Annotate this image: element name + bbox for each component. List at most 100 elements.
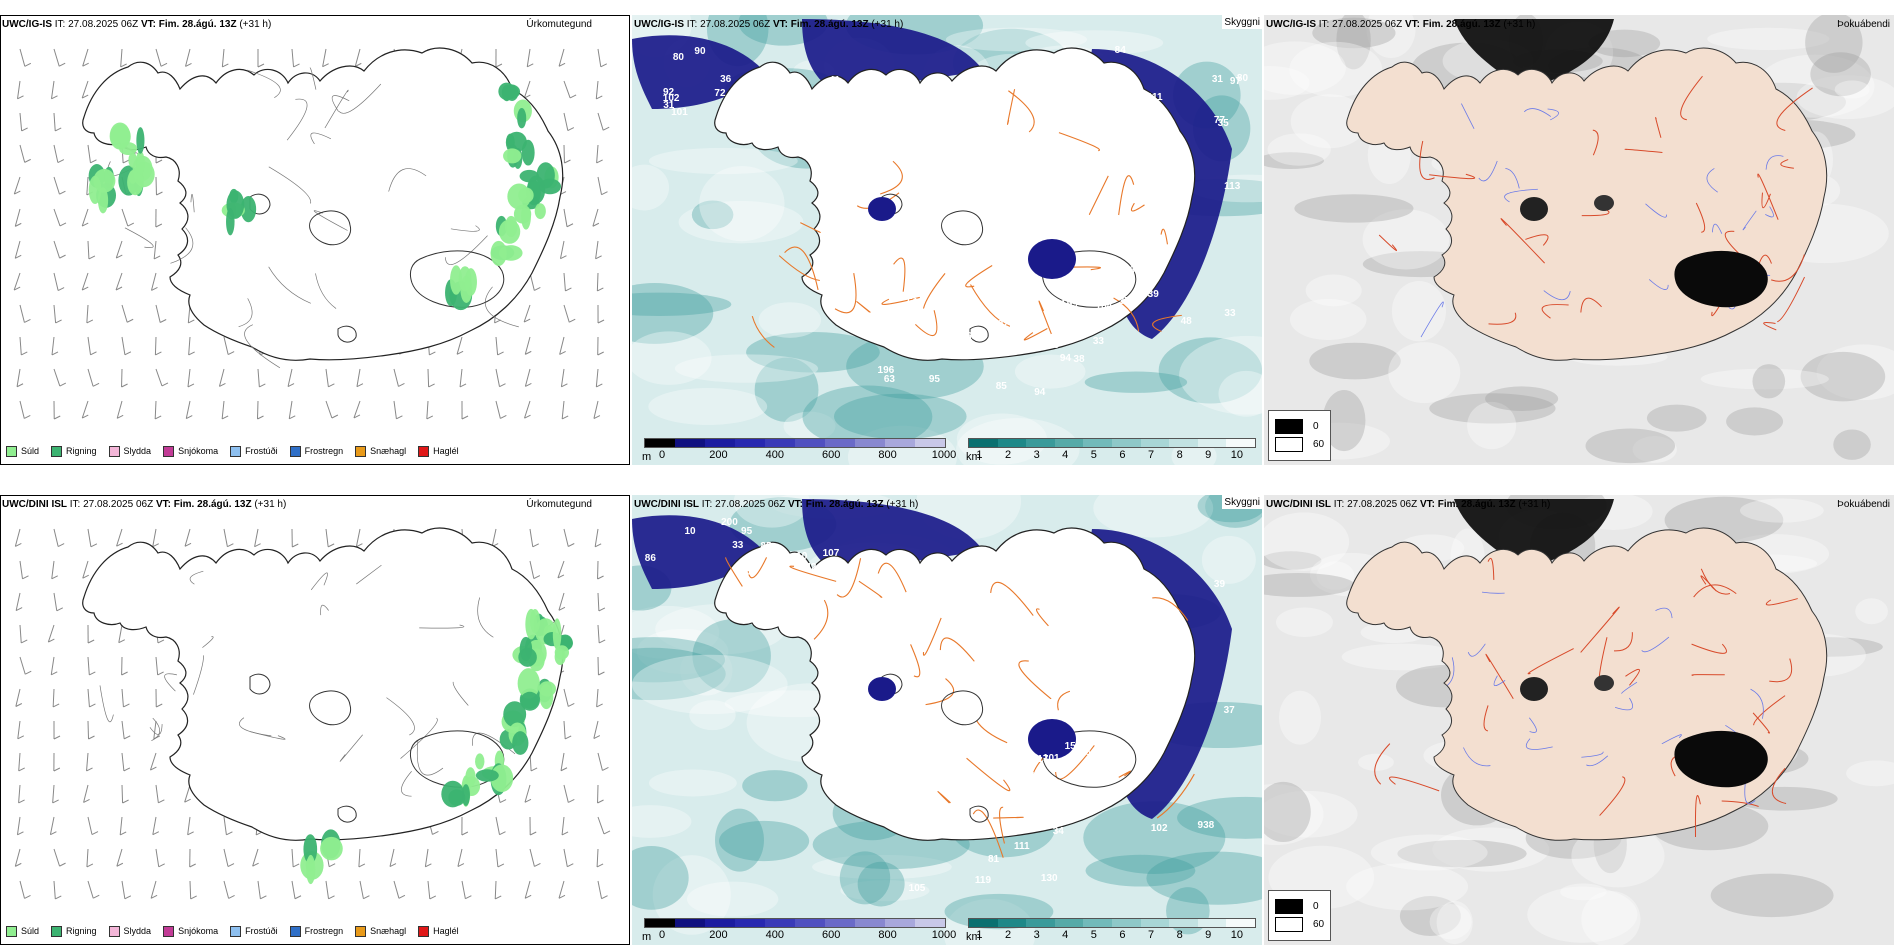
legend-label: Slydda: [123, 446, 152, 456]
visibility-value: 45: [1077, 306, 1089, 318]
tick-label: 1000: [931, 929, 957, 941]
panel-header: UWC/DINI ISL IT: 27.08.2025 06Z VT: Fim.…: [2, 499, 287, 510]
visibility-value: 101: [671, 106, 688, 118]
tick-label: 600: [822, 929, 841, 941]
visibility-value: 101: [1042, 753, 1060, 765]
visibility-value: 44: [1029, 818, 1041, 830]
colorbar-step: [1054, 919, 1084, 927]
ice-cap-outline: [969, 325, 989, 343]
tick-label: 6: [1119, 929, 1126, 941]
visibility-value: 36: [720, 73, 732, 85]
tick-label: 5: [1090, 929, 1097, 941]
visibility-value: 143: [1023, 704, 1041, 716]
tick-label: 10: [1230, 929, 1243, 941]
visibility-value: 10: [796, 550, 808, 562]
precip-map: [0, 15, 630, 465]
visibility-value: 77: [1213, 115, 1225, 127]
legend-label: Snjókoma: [178, 926, 219, 936]
legend-swatch: [51, 445, 63, 457]
tick-label: 4: [1062, 929, 1069, 941]
fog-legend-swatch: [1275, 899, 1303, 914]
visibility-panel-row1: UWC/IG-IS IT: 27.08.2025 06Z VT: Fim. 28…: [632, 15, 1262, 465]
visibility-value: 85: [995, 381, 1007, 393]
colorbar-step: [915, 919, 945, 927]
tick-label: 200: [709, 449, 728, 461]
visibility-value: 31: [1211, 74, 1223, 86]
precip-legend: Súld Rigning Slydda Snjókoma Frostúði Frostre…: [0, 917, 626, 945]
visibility-value: 110: [1086, 653, 1104, 665]
colorbar-step: [735, 919, 765, 927]
legend-item: Frostúði: [230, 925, 278, 937]
vis_bar-ticks: 1 2 3 4 5 6 7 8 9 10: [968, 929, 1254, 943]
fog-map: [1264, 15, 1894, 465]
visibility-value: 160: [1092, 294, 1110, 306]
tick-label: 800: [878, 929, 897, 941]
tick-label: 9: [1205, 929, 1212, 941]
visibility-value: 111: [1146, 92, 1163, 104]
vis_bar-unit: km: [966, 451, 981, 463]
tick-label: 1: [976, 929, 983, 941]
visibility-value: 61: [1054, 299, 1067, 310]
visibility-value: 48: [1146, 739, 1158, 751]
visibility-value: 117: [1032, 754, 1049, 766]
fog-legend-label: 0: [1313, 901, 1319, 912]
legend-swatch: [108, 925, 120, 937]
visibility-value: 11: [992, 328, 1004, 340]
visibility-value: 103: [1097, 749, 1115, 761]
fog-legend-label: 60: [1313, 919, 1325, 930]
tick-label: 0: [658, 929, 666, 941]
low-vis-inland: [868, 677, 896, 701]
legend-label: Snæhagl: [370, 926, 407, 936]
fog-legend-label: 0: [1313, 421, 1319, 432]
legend-item: Súld: [6, 925, 39, 937]
colorbar-step: [645, 919, 675, 927]
visibility-value: 34: [1052, 826, 1064, 837]
visibility-value: 90: [694, 45, 706, 57]
fog-legend-label: 60: [1313, 439, 1325, 450]
colorbar-step: [1197, 439, 1227, 447]
fog-panel-row1: UWC/IG-IS IT: 27.08.2025 06Z VT: Fim. 28…: [1264, 15, 1894, 465]
visibility-value: 39: [1147, 288, 1159, 300]
tick-label: 400: [765, 449, 784, 461]
visibility-value: 131: [1096, 109, 1113, 121]
tick-label: 8: [1176, 929, 1183, 941]
colorbar-step: [915, 439, 945, 447]
visibility-value: 195: [779, 80, 796, 92]
colorbar-step: [1054, 439, 1084, 447]
legend-swatch: [163, 445, 175, 457]
legend-item: Snjókoma: [163, 925, 219, 937]
fog-inland: [1594, 675, 1614, 691]
ice-cap-outline: [309, 210, 352, 246]
colorbar-step: [705, 919, 735, 927]
colorbar-step: [765, 439, 795, 447]
panel-header: UWC/IG-IS IT: 27.08.2025 06Z VT: Fim. 28…: [2, 19, 272, 30]
colorbar-step: [1026, 919, 1055, 927]
colorbar-step: [675, 439, 705, 447]
visibility-value: 30: [1086, 661, 1098, 673]
colorbar-step: [885, 919, 915, 927]
legend-item: Snæhagl: [355, 445, 406, 457]
visibility-value: 31: [663, 100, 675, 112]
panel-header: UWC/DINI ISL IT: 27.08.2025 06Z VT: Fim.…: [1266, 499, 1551, 510]
visibility-value: 85: [760, 540, 772, 552]
legend-label: Snjókoma: [178, 446, 219, 456]
legend-label: Súld: [21, 446, 40, 456]
visibility-value: 22: [1123, 589, 1135, 601]
visibility-value: 305: [1053, 799, 1070, 811]
iceland-coastline: [82, 527, 564, 841]
colorbar-step: [1140, 919, 1170, 927]
visibility-value: 34: [749, 553, 761, 565]
legend-item: Frostregn: [289, 445, 343, 457]
colorbar-step: [825, 919, 855, 927]
precip-areas: [300, 608, 573, 885]
visibility-value: 94: [1034, 387, 1046, 399]
visibility-value: 65: [1047, 340, 1059, 352]
legend-label: Frostúði: [245, 446, 278, 456]
legend-swatch: [418, 925, 430, 937]
visibility-value: 92: [997, 318, 1009, 330]
legend-item: Snæhagl: [355, 925, 407, 937]
colorbar-step: [705, 439, 735, 447]
visibility-value: 94: [1173, 691, 1185, 703]
visibility-value: 53: [1069, 704, 1081, 716]
visibility-map: [632, 15, 1262, 465]
